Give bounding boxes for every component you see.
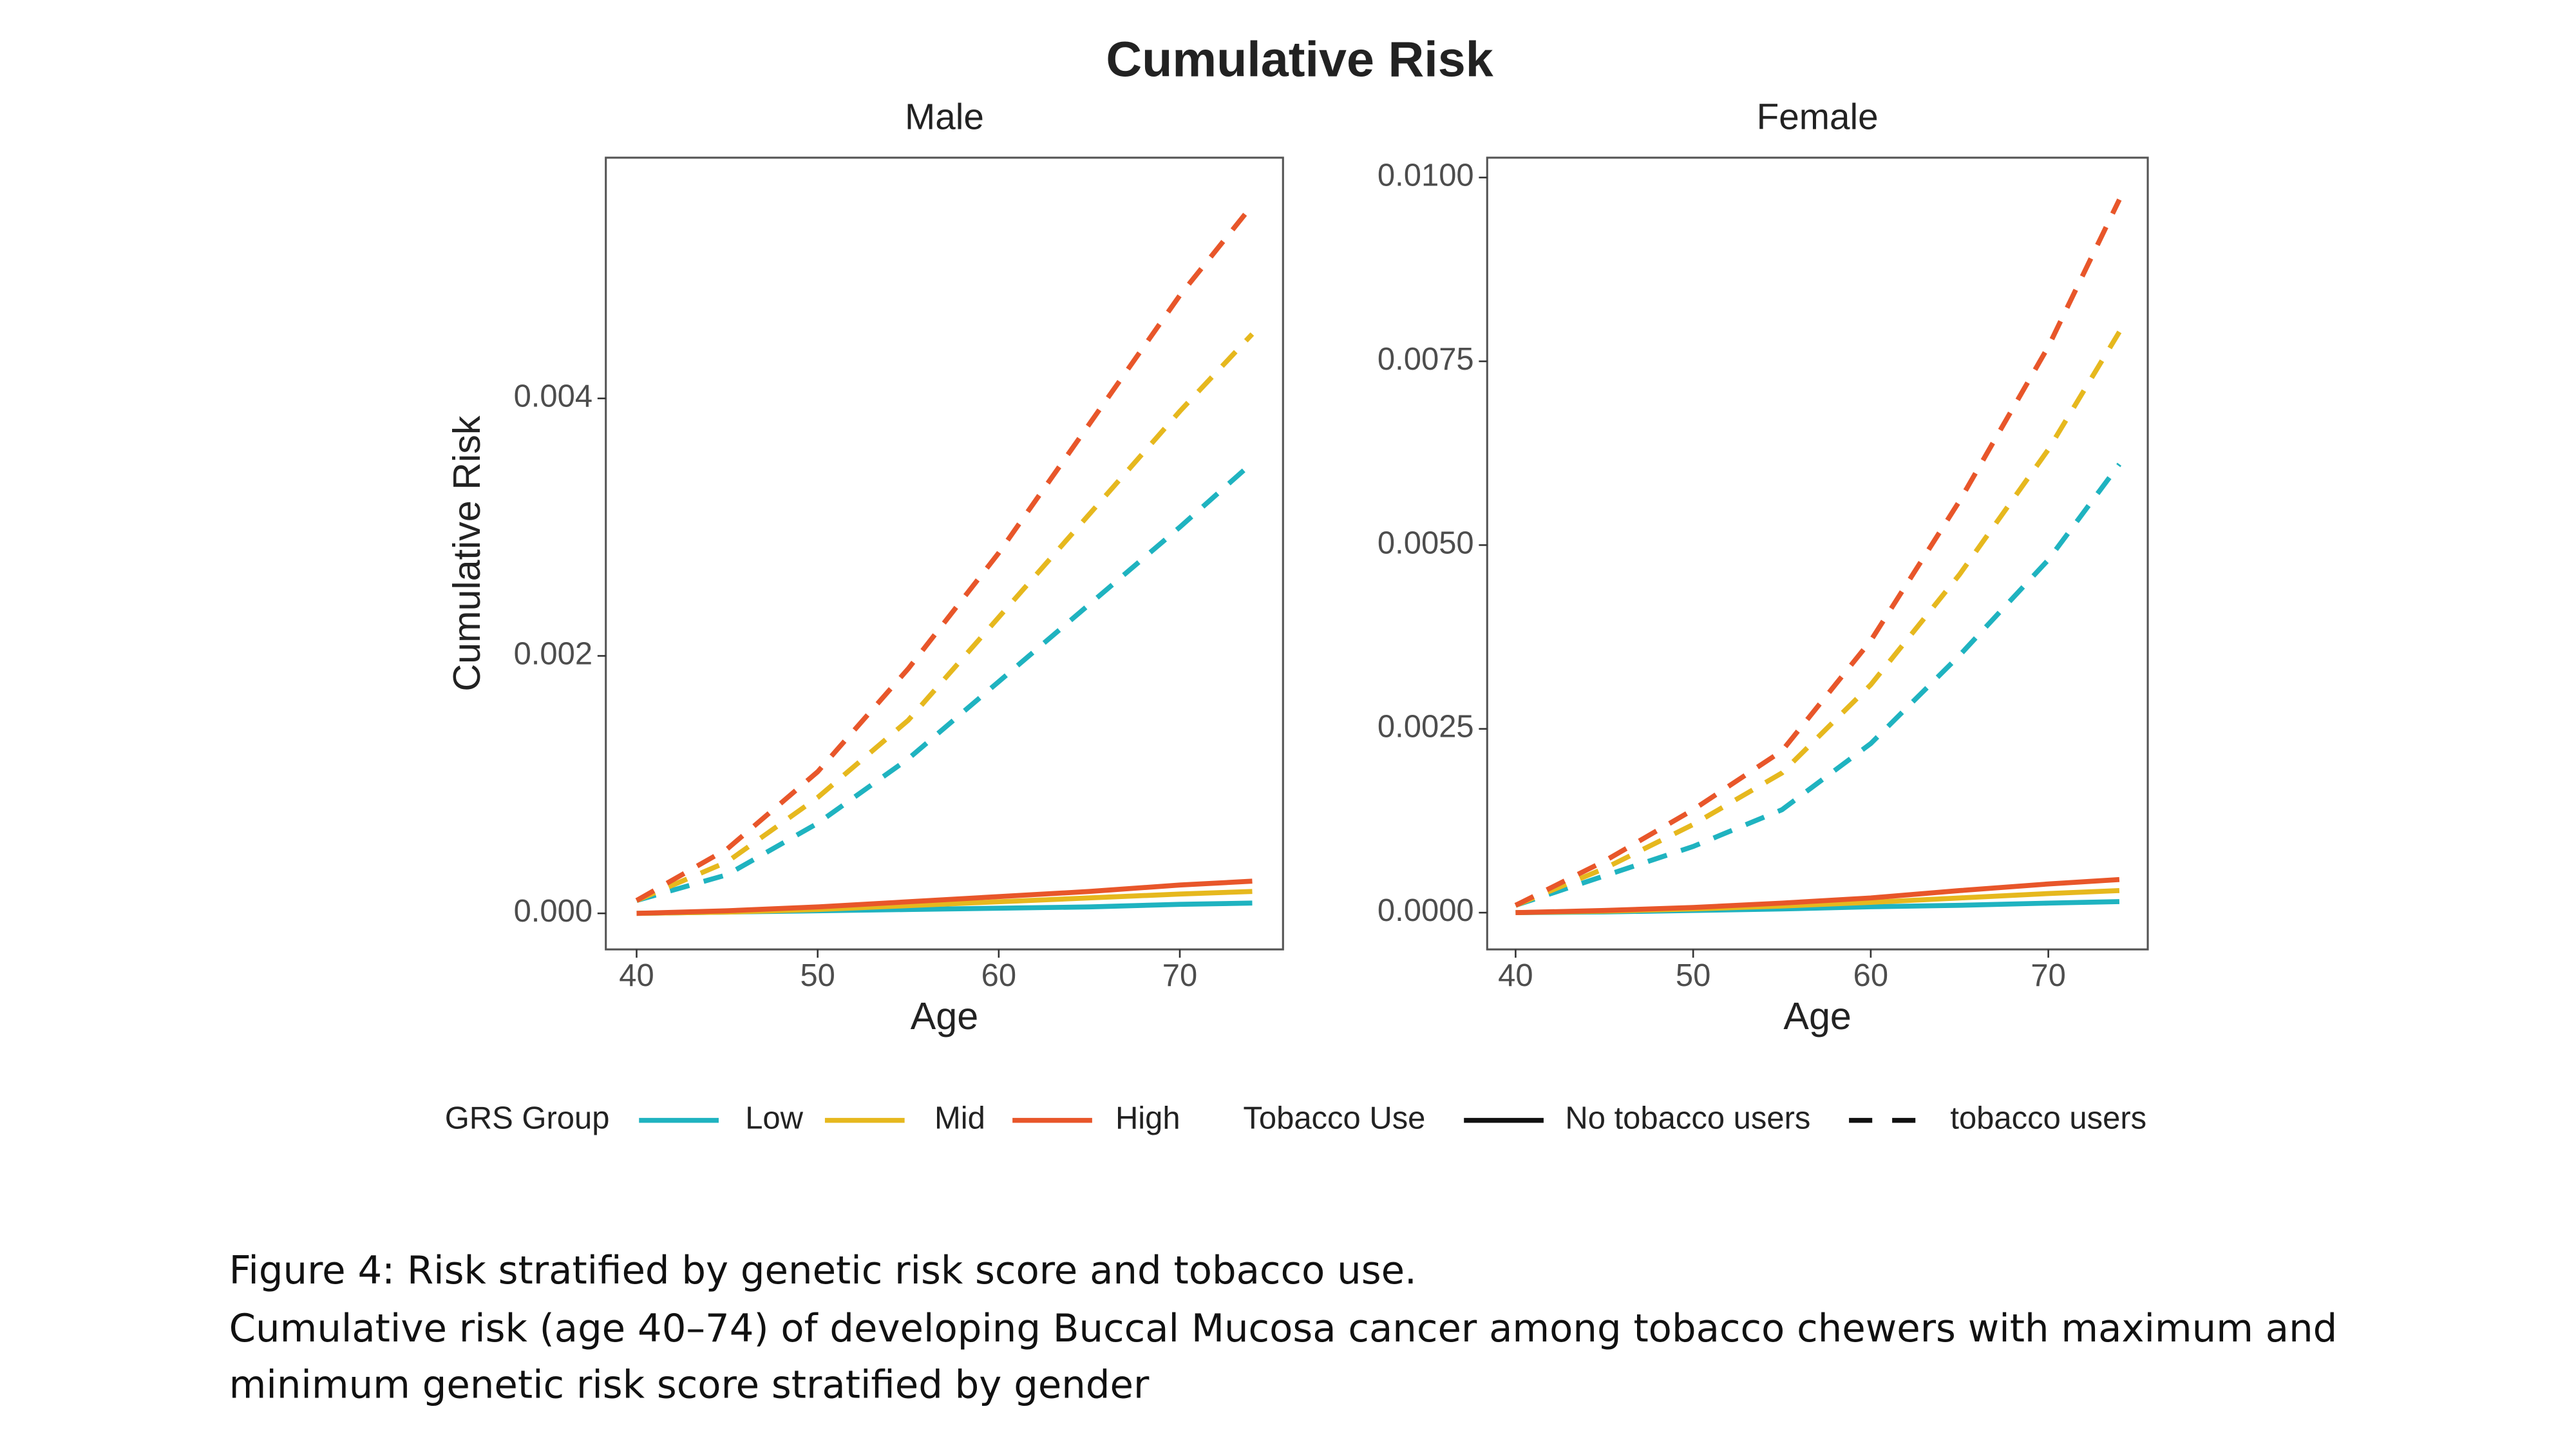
y-tick-label: 0.0100 (1378, 158, 1474, 193)
series-line (636, 332, 1255, 903)
series-line (636, 460, 1255, 903)
x-tick-label: 40 (619, 958, 654, 993)
y-tick-label: 0.000 (514, 894, 593, 929)
series-line (1514, 198, 2122, 908)
series-line (635, 204, 1255, 903)
figure-title: Cumulative Risk (1106, 32, 1493, 87)
y-tick-label: 0.0050 (1378, 526, 1474, 560)
legend-label: Mid (934, 1101, 985, 1136)
x-tick-label: 60 (981, 958, 1016, 993)
plot-area (1486, 156, 2149, 951)
panel-title: Female (1757, 97, 1879, 138)
y-tick-label: 0.0075 (1378, 342, 1474, 377)
legend-label: tobacco users (1950, 1101, 2146, 1136)
caption-line: Figure 4: Risk stratified by genetic ris… (229, 1248, 1417, 1293)
caption-line: Cumulative risk (age 40–74) of developin… (229, 1306, 2338, 1350)
plot-area (605, 156, 1284, 951)
x-tick-label: 70 (1162, 958, 1197, 993)
series-line (1514, 330, 2122, 908)
x-tick-label: 50 (800, 958, 835, 993)
series-line (636, 878, 1253, 916)
y-tick-label: 0.0000 (1378, 893, 1474, 928)
series-line (1515, 462, 2122, 908)
caption-line: minimum genetic risk score stratified by… (229, 1363, 1150, 1407)
x-tick-label: 70 (2031, 958, 2065, 993)
series-line (1515, 876, 2120, 916)
x-tick-label: 60 (1853, 958, 1888, 993)
legend-label: No tobacco users (1565, 1101, 1810, 1136)
y-tick-label: 0.004 (514, 379, 593, 414)
y-axis-label: Cumulative Risk (445, 415, 488, 692)
x-tick-label: 50 (1676, 958, 1710, 993)
panel-title: Male (905, 97, 984, 138)
legend-label: Low (745, 1101, 803, 1136)
y-tick-label: 0.002 (514, 636, 593, 671)
x-axis-label: Age (911, 994, 978, 1037)
y-tick-label: 0.0025 (1378, 710, 1474, 744)
legend-title: GRS Group (445, 1101, 610, 1136)
legend-title: Tobacco Use (1243, 1101, 1425, 1136)
legend-label: High (1115, 1101, 1180, 1136)
x-tick-label: 40 (1498, 958, 1533, 993)
x-axis-label: Age (1783, 994, 1851, 1037)
